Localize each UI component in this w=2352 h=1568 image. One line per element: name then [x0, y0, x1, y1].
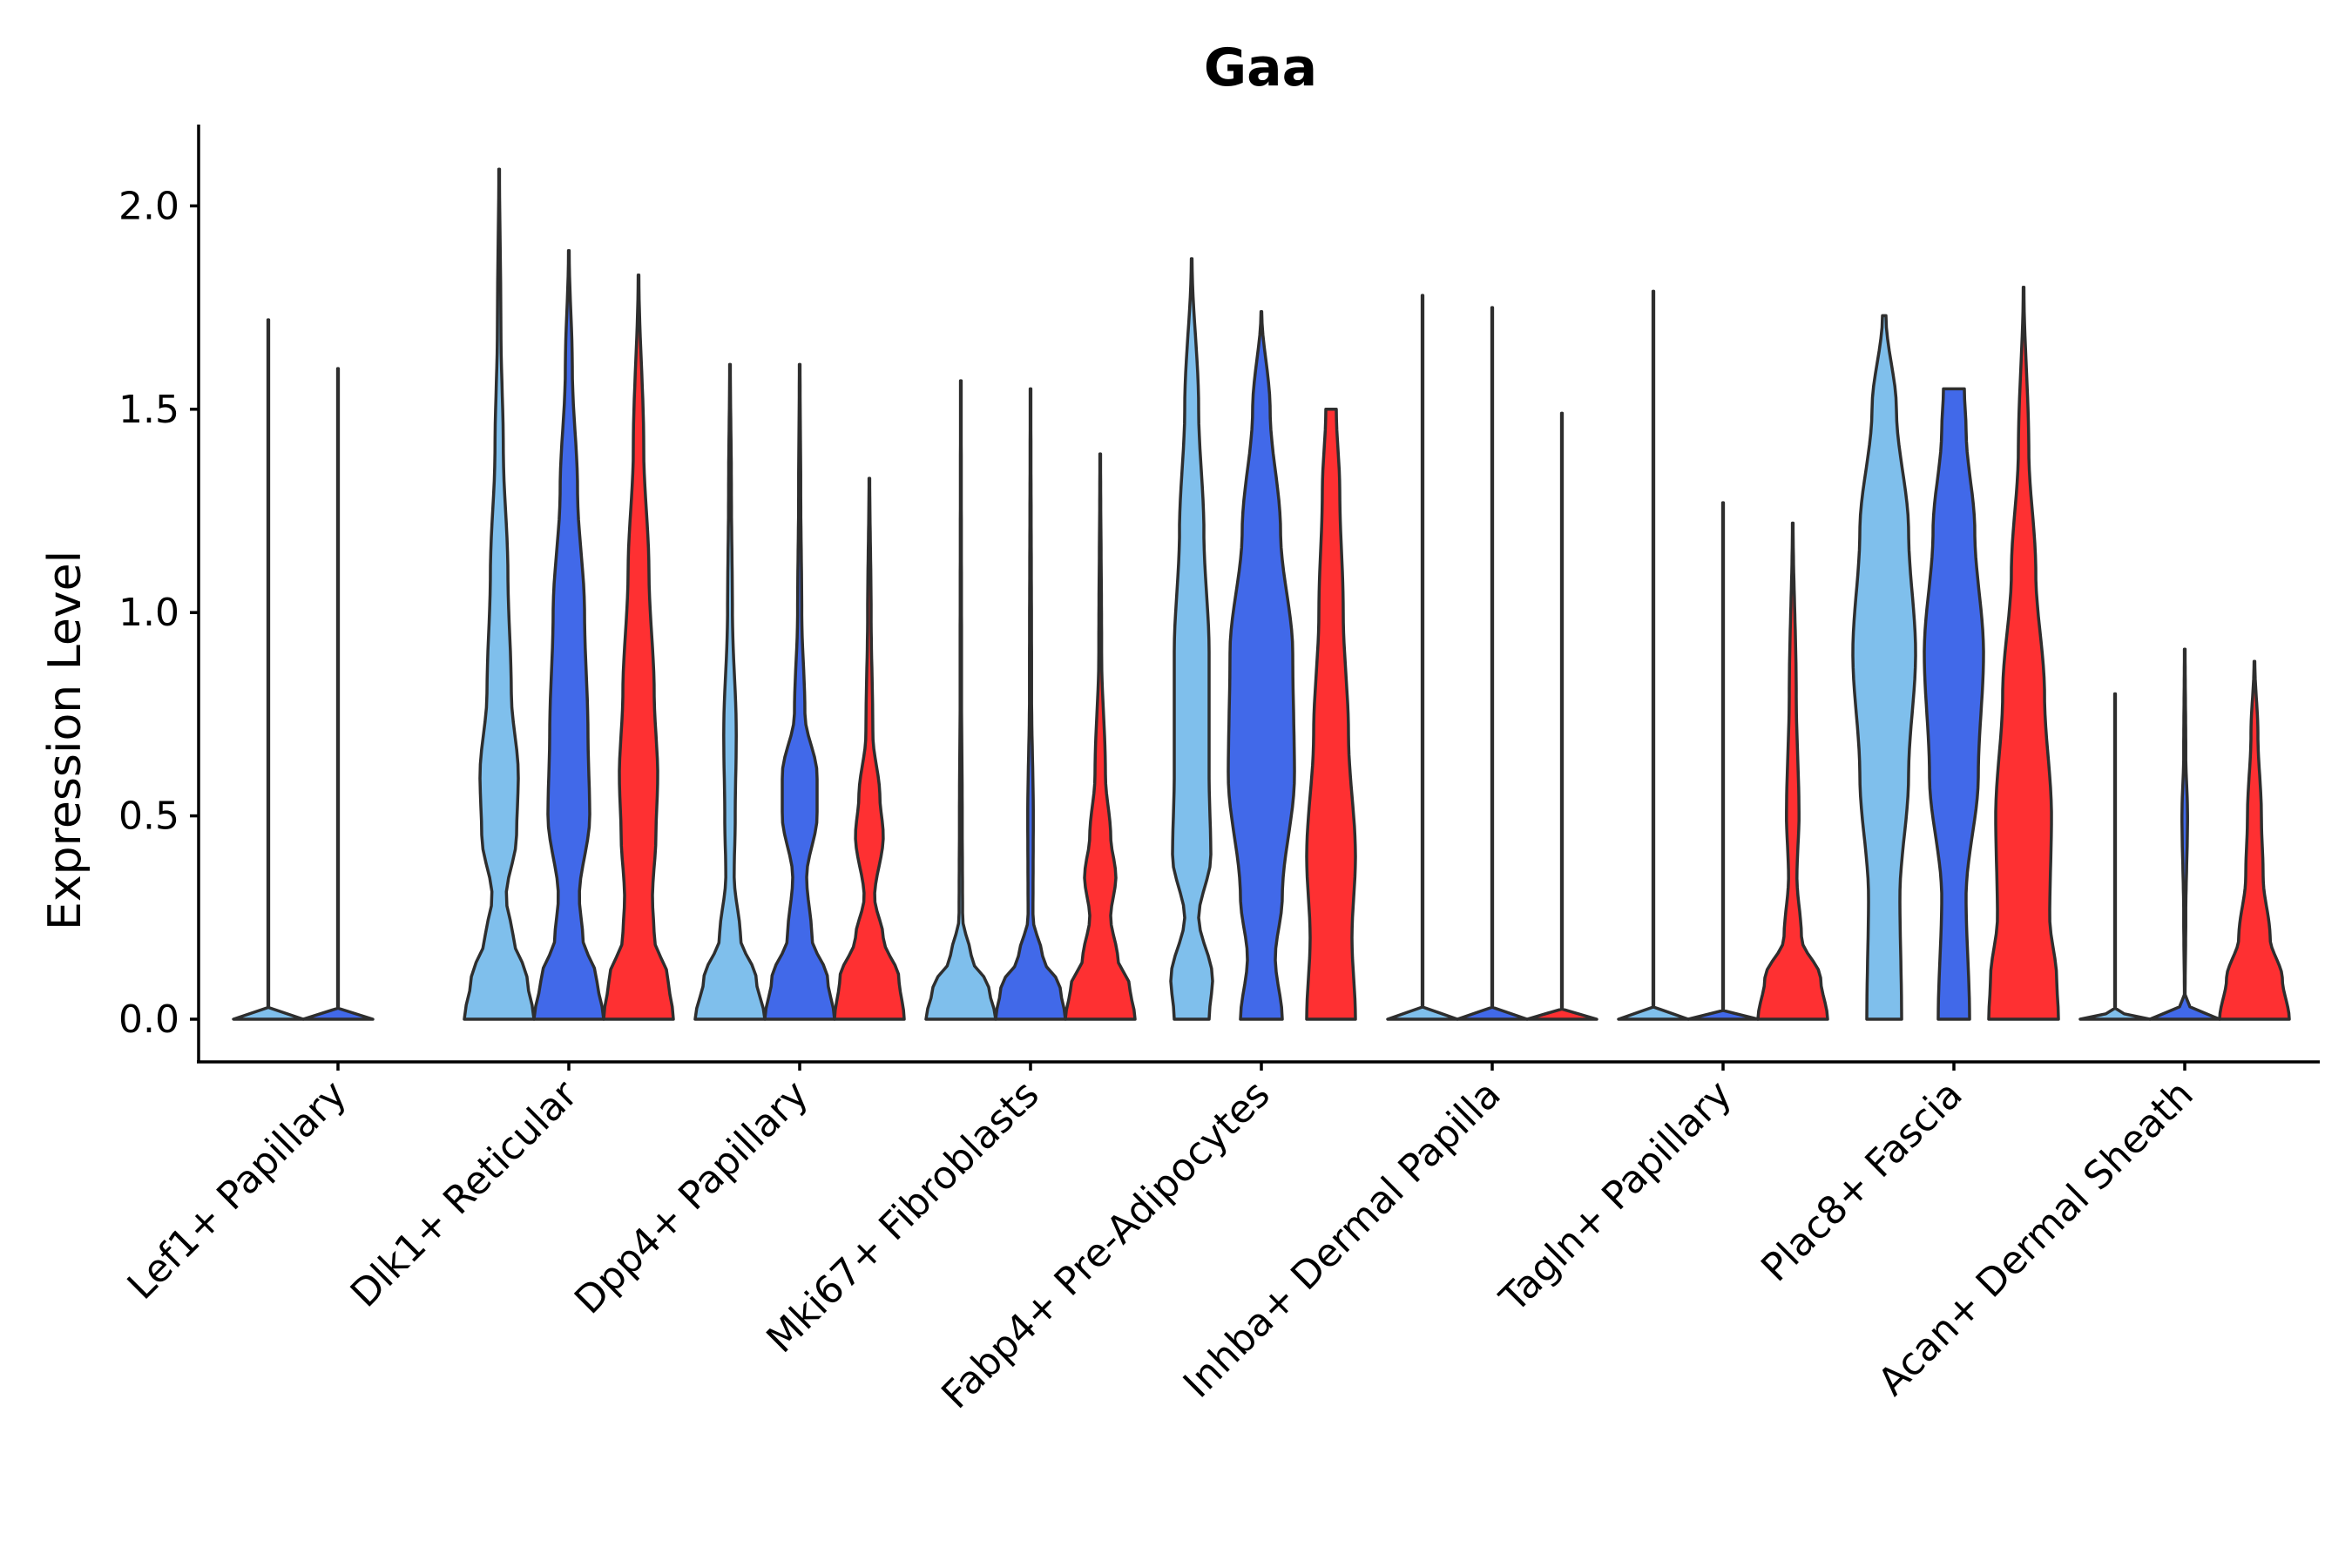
y-tick-label: 1.0	[118, 591, 179, 635]
violin-dlk1-reticular-s1	[463, 167, 536, 1021]
violin-fabp4-pre-adipocytes-s2	[1227, 309, 1296, 1021]
violin-mki67-fibroblasts-s2	[994, 387, 1067, 1021]
y-tick-label: 2.0	[118, 184, 179, 228]
violin-acan-dermal-sheath-s2	[2148, 647, 2221, 1021]
violin-fabp4-pre-adipocytes-s3	[1305, 408, 1357, 1021]
violin-dpp4-papillary-s2	[763, 362, 836, 1021]
violin-inhba-dermal-papilla-s3	[1525, 411, 1598, 1021]
violin-plac8-fascia-s3	[1987, 285, 2060, 1021]
y-tick-label: 0.5	[118, 794, 179, 839]
violin-acan-dermal-sheath-s3	[2218, 659, 2291, 1021]
violin-dpp4-papillary-s1	[693, 362, 767, 1021]
x-tick-label-plac8-fascia: Plac8+ Fascia	[1753, 1072, 1971, 1291]
x-tick-label-dlk1-reticular: Dlk1+ Reticular	[342, 1071, 587, 1316]
violins-group	[232, 167, 2291, 1021]
violin-inhba-dermal-papilla-s2	[1456, 306, 1529, 1021]
violin-plac8-fascia-s2	[1923, 387, 1985, 1021]
y-tick-label: 0.0	[118, 997, 179, 1042]
violin-dpp4-papillary-s3	[833, 476, 906, 1021]
violin-tagln-papillary-s2	[1686, 501, 1760, 1021]
x-tick-label-lef1-papillary: Lef1+ Papillary	[119, 1072, 355, 1308]
violin-mki67-fibroblasts-s1	[924, 379, 997, 1021]
y-tick-label: 1.5	[118, 388, 179, 432]
y-axis-label: Expression Level	[39, 551, 91, 930]
violin-mki67-fibroblasts-s3	[1064, 452, 1137, 1021]
violin-tagln-papillary-s1	[1617, 289, 1690, 1021]
violin-lef1-papillary-s2	[301, 367, 375, 1021]
chart-title: Gaa	[1204, 37, 1317, 98]
violin-tagln-papillary-s3	[1756, 521, 1829, 1021]
x-tick-label-tagln-papillary: Tagln+ Papillary	[1491, 1072, 1740, 1321]
violin-inhba-dermal-papilla-s1	[1386, 294, 1459, 1021]
y-ticks-group: 0.0 0.5 1.0 1.5 2.0	[118, 184, 199, 1042]
violin-fabp4-pre-adipocytes-s1	[1169, 257, 1214, 1021]
violin-dlk1-reticular-s3	[602, 273, 675, 1021]
violin-plac8-fascia-s1	[1851, 314, 1917, 1021]
x-tick-label-dpp4-papillary: Dpp4+ Papillary	[566, 1072, 817, 1323]
violin-dlk1-reticular-s2	[532, 248, 605, 1021]
violin-lef1-papillary-s1	[232, 318, 305, 1021]
violin-acan-dermal-sheath-s1	[2078, 692, 2152, 1021]
